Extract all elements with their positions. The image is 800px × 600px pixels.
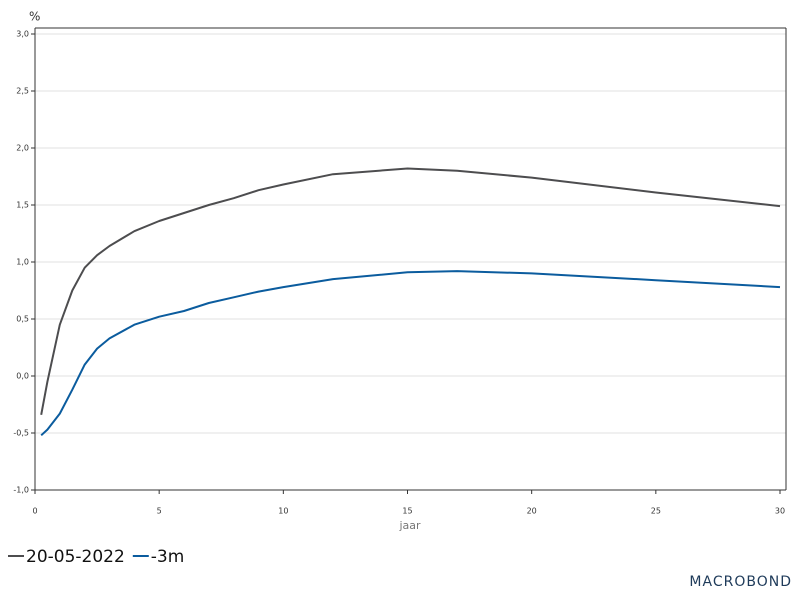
watermark: MACROBOND: [689, 574, 792, 590]
y-tick-label: -0,5: [13, 429, 29, 438]
x-tick-label: 5: [157, 507, 162, 516]
legend-label: 20-05-2022: [26, 547, 125, 567]
y-tick-label: 1,5: [16, 201, 29, 210]
y-tick-label: 0,5: [16, 315, 29, 324]
y-tick-label: -1,0: [13, 486, 29, 495]
y-tick-label: 3,0: [16, 30, 29, 39]
series-line: [40, 167, 781, 415]
x-tick-label: 30: [775, 507, 785, 516]
y-tick-label: 2,0: [16, 144, 29, 153]
y-unit: %: [29, 10, 40, 24]
y-tick-label: 0,0: [16, 372, 29, 381]
x-tick-label: 25: [651, 507, 661, 516]
x-axis-label: jaar: [398, 519, 421, 532]
y-tick-label: 2,5: [16, 87, 29, 96]
x-tick-label: 10: [278, 507, 288, 516]
x-tick-label: 20: [527, 507, 537, 516]
series-line: [40, 270, 781, 437]
legend-label: -3m: [151, 547, 185, 567]
y-tick-label: 1,0: [16, 258, 29, 267]
x-tick-label: 0: [32, 507, 37, 516]
x-tick-label: 15: [402, 507, 412, 516]
